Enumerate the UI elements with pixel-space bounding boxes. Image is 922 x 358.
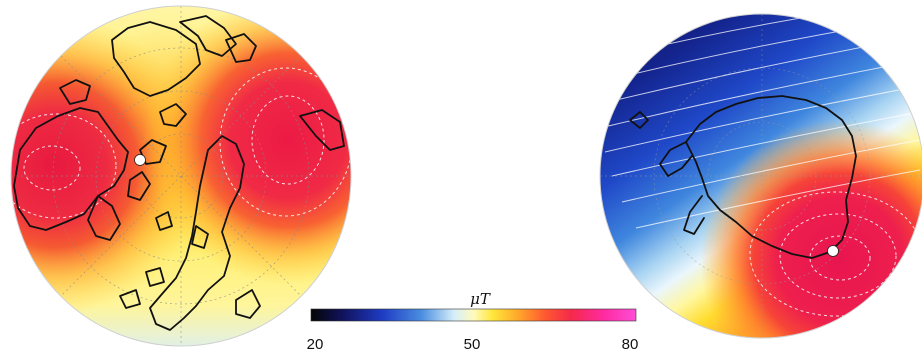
north-field-contours (11, 67, 351, 219)
colorbar-max-label: 80 (622, 336, 639, 353)
south-coastlines (629, 95, 857, 259)
colorbar-unit-label: μT (470, 290, 491, 308)
north-field-lobe-right (11, 6, 351, 346)
south-pole-marker (827, 245, 839, 257)
north-graticule (11, 6, 351, 346)
south-map-outline (599, 13, 922, 339)
colorbar-min-label: 20 (307, 336, 324, 353)
colorbar-gradient (310, 308, 637, 322)
north-pole-marker (134, 154, 146, 166)
colorbar: μT 20 50 80 (307, 290, 639, 353)
north-hemisphere-map (10, 5, 352, 347)
colorbar-mid-label: 50 (464, 336, 481, 353)
south-graticule (600, 14, 922, 338)
north-map-outline (10, 5, 352, 347)
south-hot-contours (749, 191, 922, 317)
south-hemisphere-map (599, 13, 922, 339)
